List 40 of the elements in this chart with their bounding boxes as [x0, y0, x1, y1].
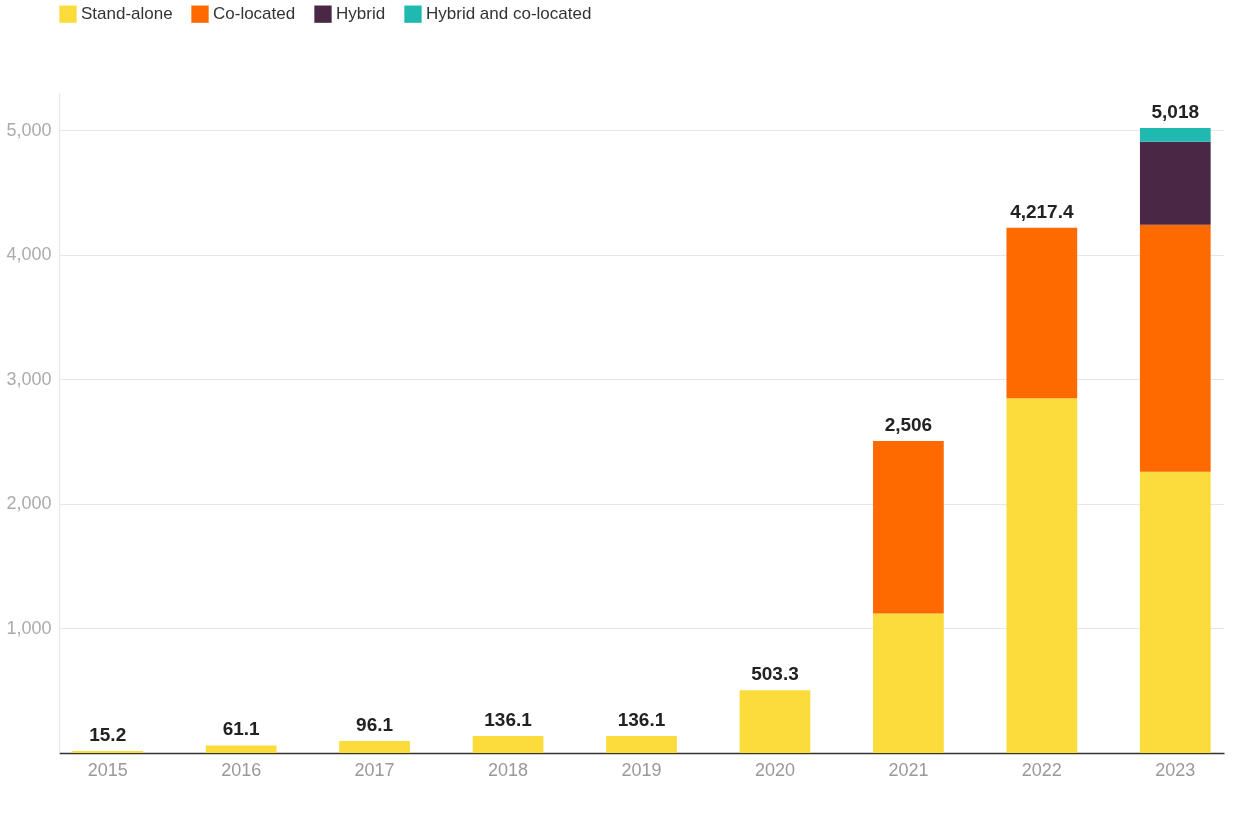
- bar: [472, 736, 544, 753]
- y-tick-label: 5,000: [6, 119, 52, 140]
- y-tick-label: 2,000: [6, 493, 52, 514]
- bar: [1139, 471, 1211, 753]
- legend-label: Stand-alone: [81, 4, 173, 24]
- bar: [739, 690, 811, 753]
- total-label: 96.1: [356, 714, 394, 736]
- bar: [1006, 227, 1078, 399]
- bar: [1006, 398, 1078, 753]
- total-label: 136.1: [484, 709, 533, 731]
- total-label: 2,506: [884, 413, 933, 435]
- bar: [873, 440, 944, 614]
- x-tick-label: 2019: [621, 759, 662, 780]
- bar: [1139, 141, 1211, 225]
- legend-label: Hybrid: [336, 4, 386, 24]
- x-tick-label: 2022: [1021, 759, 1062, 780]
- bar: [1139, 224, 1211, 472]
- x-tick-label: 2018: [488, 759, 529, 780]
- y-tick-label: 3,000: [6, 368, 52, 389]
- y-tick-label: 1,000: [6, 617, 52, 638]
- total-label: 503.3: [751, 663, 799, 685]
- legend-label: Co-located: [213, 4, 296, 24]
- legend-label: Hybrid and co-located: [426, 4, 592, 24]
- bar: [205, 745, 277, 753]
- x-tick-label: 2021: [888, 759, 929, 780]
- bar: [873, 613, 944, 753]
- bar: [1139, 128, 1211, 142]
- total-label: 61.1: [222, 718, 261, 740]
- total-label: 4,217.4: [1010, 200, 1074, 222]
- x-tick-label: 2015: [87, 759, 128, 780]
- x-tick-label: 2017: [354, 759, 395, 780]
- total-label: 5,018: [1151, 101, 1200, 123]
- total-label: 15.2: [89, 724, 127, 746]
- total-label: 136.1: [617, 709, 666, 731]
- x-tick-label: 2020: [754, 759, 795, 780]
- x-tick-label: 2016: [221, 759, 262, 780]
- y-tick-label: 4,000: [6, 244, 52, 265]
- bar: [606, 736, 677, 753]
- x-tick-label: 2023: [1155, 759, 1196, 780]
- bar: [339, 741, 410, 753]
